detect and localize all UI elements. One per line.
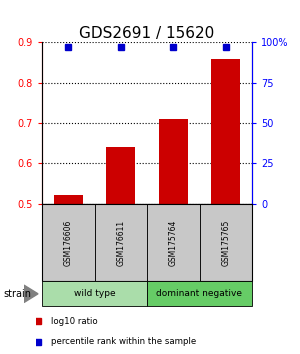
Bar: [94, 204, 147, 281]
Title: GDS2691 / 15620: GDS2691 / 15620: [80, 26, 214, 41]
Text: GSM176611: GSM176611: [116, 219, 125, 266]
Polygon shape: [24, 285, 38, 302]
Bar: [200, 204, 252, 281]
Bar: [211, 59, 240, 204]
Text: percentile rank within the sample: percentile rank within the sample: [51, 337, 196, 346]
Text: GSM175765: GSM175765: [221, 219, 230, 266]
Bar: [54, 195, 83, 204]
Bar: [159, 119, 188, 204]
Bar: [147, 281, 252, 306]
Bar: [147, 204, 200, 281]
Text: wild type: wild type: [74, 289, 115, 298]
Bar: [106, 147, 135, 204]
Text: strain: strain: [3, 289, 31, 299]
Text: log10 ratio: log10 ratio: [51, 316, 98, 326]
Text: GSM175764: GSM175764: [169, 219, 178, 266]
Bar: [42, 281, 147, 306]
Bar: [42, 204, 94, 281]
Text: dominant negative: dominant negative: [157, 289, 242, 298]
Text: GSM176606: GSM176606: [64, 219, 73, 266]
